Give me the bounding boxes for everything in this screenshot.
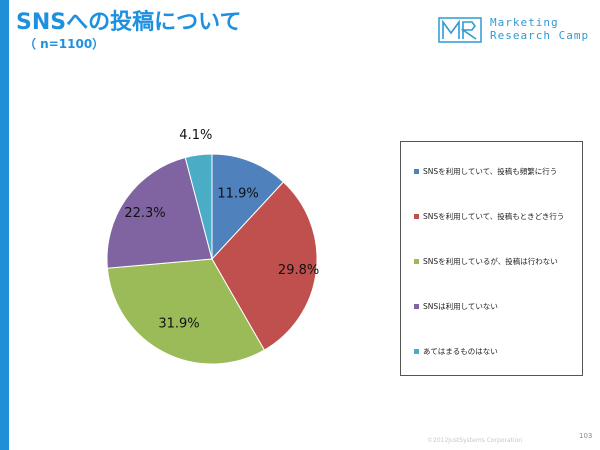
pie-slice xyxy=(211,153,285,261)
legend-swatch xyxy=(414,349,419,354)
pie-data-label: 4.1% xyxy=(179,128,212,143)
left-accent-bar xyxy=(0,0,9,450)
legend-label: SNSを利用しているが、投稿は行わない xyxy=(423,257,558,266)
page-title: SNSへの投稿について xyxy=(16,10,242,35)
chart-legend: SNSを利用していて、投稿も頻繁に行う SNSを利用していて、投稿もときどき行う S… xyxy=(400,141,583,376)
legend-item: SNSは利用していない xyxy=(414,301,498,312)
pie-slice xyxy=(106,156,213,269)
legend-label: SNSを利用していて、投稿もときどき行う xyxy=(423,212,565,221)
pie-slice xyxy=(184,153,213,260)
logo-line-2: Research Camp xyxy=(490,29,590,42)
logo-mark-icon xyxy=(438,17,482,43)
legend-swatch xyxy=(414,304,419,309)
legend-item: あてはまるものはない xyxy=(414,346,498,357)
pie-data-label: 29.8% xyxy=(278,263,319,278)
legend-swatch xyxy=(414,259,419,264)
pie-slice xyxy=(211,181,318,351)
pie-data-label: 22.3% xyxy=(124,206,165,221)
legend-item: SNSを利用していて、投稿も頻繁に行う xyxy=(414,166,557,177)
logo-text: Marketing Research Camp xyxy=(490,16,589,42)
pie-data-label: 31.9% xyxy=(158,316,199,331)
legend-item: SNSを利用しているが、投稿は行わない xyxy=(414,256,558,267)
legend-label: SNSは利用していない xyxy=(423,302,498,311)
pie-data-label: 11.9% xyxy=(217,187,258,202)
sample-size: （ n=1100） xyxy=(24,37,105,51)
copyright-footer: ©2012JustSystems Corporation xyxy=(427,437,523,444)
legend-swatch xyxy=(414,214,419,219)
pie-slice xyxy=(106,258,265,365)
legend-item: SNSを利用していて、投稿もときどき行う xyxy=(414,211,564,222)
legend-swatch xyxy=(414,169,419,174)
legend-label: SNSを利用していて、投稿も頻繁に行う xyxy=(423,167,558,176)
logo-line-1: Marketing xyxy=(490,16,559,29)
page-number: 103 xyxy=(579,432,593,440)
legend-label: あてはまるものはない xyxy=(423,347,498,356)
